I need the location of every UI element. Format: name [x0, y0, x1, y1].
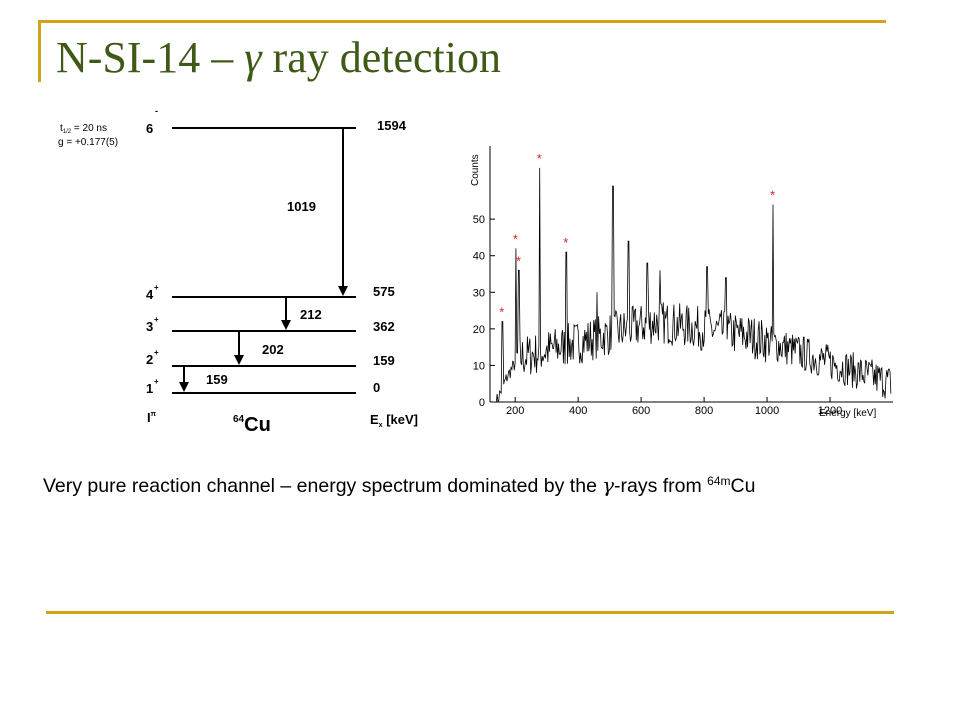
title-gamma: γ [244, 33, 262, 82]
top-rule [38, 20, 886, 23]
halflife-label: t1/2 = 20 ns [60, 123, 107, 135]
spectrum-trace [495, 167, 892, 403]
y-tick-label: 0 [479, 397, 485, 409]
level-energy: 0 [373, 380, 380, 395]
x-tick-label: 1000 [755, 405, 779, 417]
caption-gamma: γ [602, 474, 614, 497]
slide-caption: Very pure reaction channel – energy spec… [43, 474, 755, 498]
transition-202: 202 [234, 332, 284, 365]
energy-header: Ex [keV] [370, 412, 418, 429]
caption-isotope: Cu [730, 475, 756, 497]
slide-title: N-SI-14 – γ ray detection [56, 36, 501, 80]
peak-marker: * [537, 151, 542, 166]
transition-energy: 1019 [287, 199, 316, 214]
level-4plus: 4 + 575 [146, 283, 395, 302]
y-tick-label: 30 [473, 287, 485, 299]
level-parity: + [154, 315, 159, 324]
level-parity: + [154, 348, 159, 357]
caption-prefix: Very pure reaction channel – energy spec… [43, 475, 603, 497]
level-scheme-diagram: t1/2 = 20 ns g = +0.177(5) 6 - 1594 4 + … [58, 106, 418, 436]
level-spin: 6 [146, 121, 153, 136]
level-spin: 3 [146, 319, 153, 334]
caption-isotope-mass: 64m [707, 474, 731, 488]
level-2plus: 2 + 159 [146, 348, 395, 368]
level-parity: - [155, 106, 158, 116]
level-3plus: 3 + 362 [146, 315, 395, 334]
transition-energy: 212 [300, 307, 322, 322]
y-ticks: 0 10 20 30 40 50 [473, 214, 495, 409]
transition-energy: 202 [262, 342, 284, 357]
x-ticks: 200 400 600 800 1000 1200 [506, 397, 842, 417]
level-spin: 2 [146, 352, 153, 367]
peak-marker: * [563, 235, 568, 250]
left-rule [38, 20, 41, 82]
level-energy: 362 [373, 319, 395, 334]
x-tick-label: 1200 [818, 405, 842, 417]
transition-159: 159 [179, 367, 228, 392]
transition-1019: 1019 [287, 129, 348, 296]
peak-marker: * [516, 253, 521, 268]
level-1plus: 1 + 0 [146, 377, 380, 396]
peak-marker: * [499, 305, 504, 320]
peak-markers: * * * * * * [499, 151, 775, 320]
level-6minus: 6 - 1594 [146, 106, 407, 136]
nucleus-label: 64Cu [233, 414, 271, 436]
spin-header: Iπ [147, 410, 157, 425]
level-spin: 4 [146, 287, 154, 302]
spectrum-line [495, 167, 892, 403]
bottom-rule [46, 611, 894, 614]
peak-marker: * [770, 188, 775, 203]
level-spin: 1 [146, 381, 153, 396]
caption-mid: -rays from [614, 475, 708, 497]
level-energy: 159 [373, 353, 395, 368]
level-parity: + [154, 377, 159, 386]
x-tick-label: 200 [506, 405, 524, 417]
level-energy: 575 [373, 284, 395, 299]
title-suffix: ray detection [261, 33, 501, 82]
x-tick-label: 800 [695, 405, 713, 417]
g-factor-label: g = +0.177(5) [58, 137, 118, 148]
x-tick-label: 400 [569, 405, 587, 417]
transition-energy: 159 [206, 372, 228, 387]
level-energy: 1594 [377, 118, 407, 133]
title-prefix: N-SI-14 – [56, 33, 245, 82]
y-tick-label: 50 [473, 214, 485, 226]
y-tick-label: 20 [473, 324, 485, 336]
y-tick-label: 10 [473, 360, 485, 372]
gamma-spectrum-chart: 200 400 600 800 1000 1200 0 10 20 30 40 50 * * * * ** … [470, 146, 893, 419]
x-axis-label: Energy [keV] [819, 408, 876, 419]
transition-212: 212 [281, 298, 322, 330]
peak-marker: * [513, 231, 518, 246]
y-tick-label: 40 [473, 251, 485, 263]
y-axis-label: Counts [470, 154, 481, 186]
x-tick-label: 600 [632, 405, 650, 417]
level-parity: + [154, 283, 159, 292]
